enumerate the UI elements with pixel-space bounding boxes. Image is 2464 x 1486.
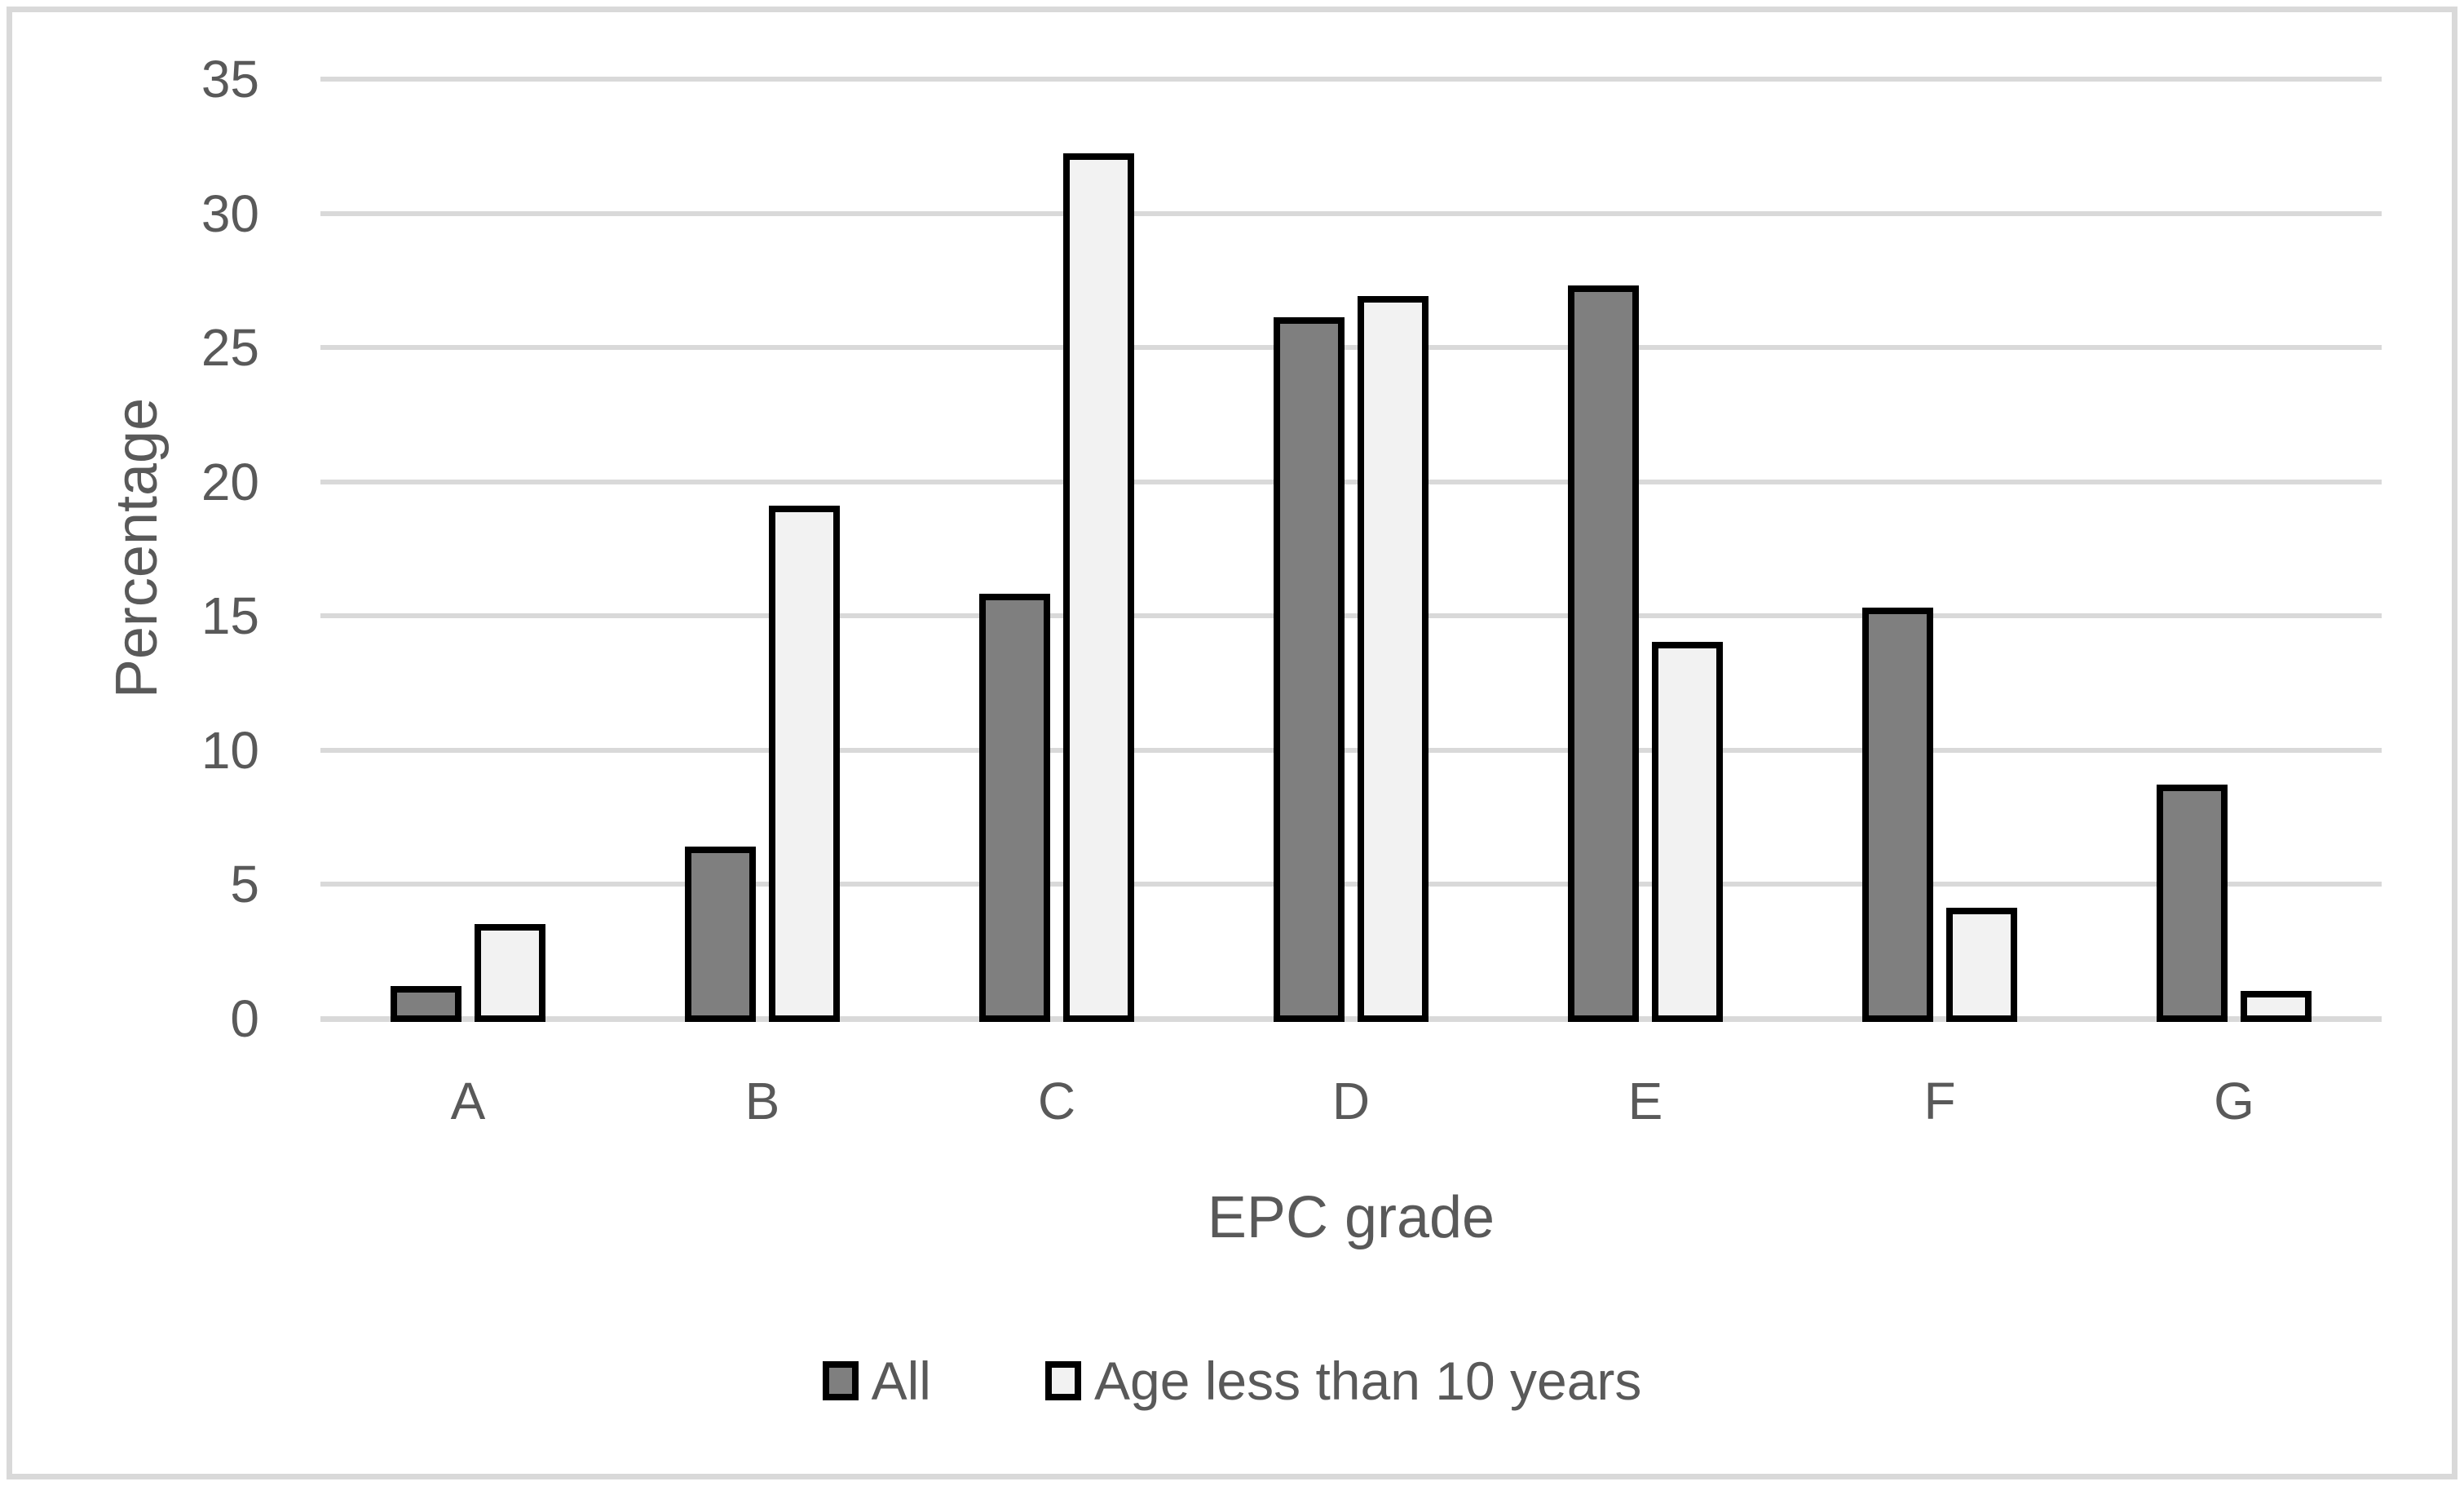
x-category-label-g: G <box>2214 1072 2254 1130</box>
bar-age-lt-10-d <box>1358 296 1429 1022</box>
legend-item-all: All <box>822 1350 931 1412</box>
bar-all-g <box>2157 785 2228 1022</box>
legend-label-age-less-than-10-years: Age less than 10 years <box>1093 1351 1642 1411</box>
gridline-y-15 <box>320 613 2382 618</box>
y-tick-label-15: 15 <box>201 586 259 645</box>
x-category-label-f: F <box>1923 1072 1956 1130</box>
gridline-y-5 <box>320 882 2382 887</box>
legend: All Age less than 10 years <box>0 1346 2464 1416</box>
x-axis-title: EPC grade <box>1207 1185 1495 1250</box>
bar-age-lt-10-b <box>769 506 840 1022</box>
bar-all-e <box>1568 285 1639 1022</box>
bar-age-lt-10-e <box>1652 642 1723 1022</box>
y-axis-title: Percentage <box>104 397 170 699</box>
bar-age-lt-10-a <box>475 924 545 1022</box>
y-tick-label-25: 25 <box>201 318 259 377</box>
gridline-y-35 <box>320 77 2382 82</box>
legend-label-all: All <box>871 1351 931 1411</box>
y-tick-label-5: 5 <box>230 855 259 913</box>
x-category-label-a: A <box>450 1072 486 1130</box>
y-tick-label-20: 20 <box>201 453 259 511</box>
x-category-label-c: C <box>1037 1072 1076 1130</box>
gridline-y-20 <box>320 480 2382 484</box>
gridline-y-30 <box>320 211 2382 216</box>
gridline-y-10 <box>320 748 2382 753</box>
legend-item-age-less-than-10-years: Age less than 10 years <box>1044 1350 1642 1412</box>
gridline-y-25 <box>320 345 2382 350</box>
chart-outer-border <box>7 7 2457 1479</box>
legend-swatch-age-less-than-10-years-icon <box>1044 1361 1081 1400</box>
bar-age-lt-10-g <box>2241 991 2312 1022</box>
bar-all-b <box>685 847 756 1022</box>
bar-all-f <box>1862 608 1933 1022</box>
legend-swatch-all-icon <box>822 1361 859 1400</box>
y-tick-label-30: 30 <box>201 184 259 243</box>
bar-all-c <box>979 594 1050 1022</box>
bar-all-a <box>391 986 461 1022</box>
y-tick-label-0: 0 <box>230 989 259 1048</box>
x-category-label-e: E <box>1627 1072 1663 1130</box>
x-category-label-d: D <box>1331 1072 1371 1130</box>
y-tick-label-35: 35 <box>201 50 259 108</box>
bar-age-lt-10-c <box>1063 153 1134 1022</box>
x-category-label-b: B <box>744 1072 780 1130</box>
x-axis-line <box>320 1016 2382 1022</box>
bar-age-lt-10-f <box>1946 908 2017 1022</box>
bar-all-d <box>1274 317 1345 1022</box>
y-tick-label-10: 10 <box>201 721 259 780</box>
